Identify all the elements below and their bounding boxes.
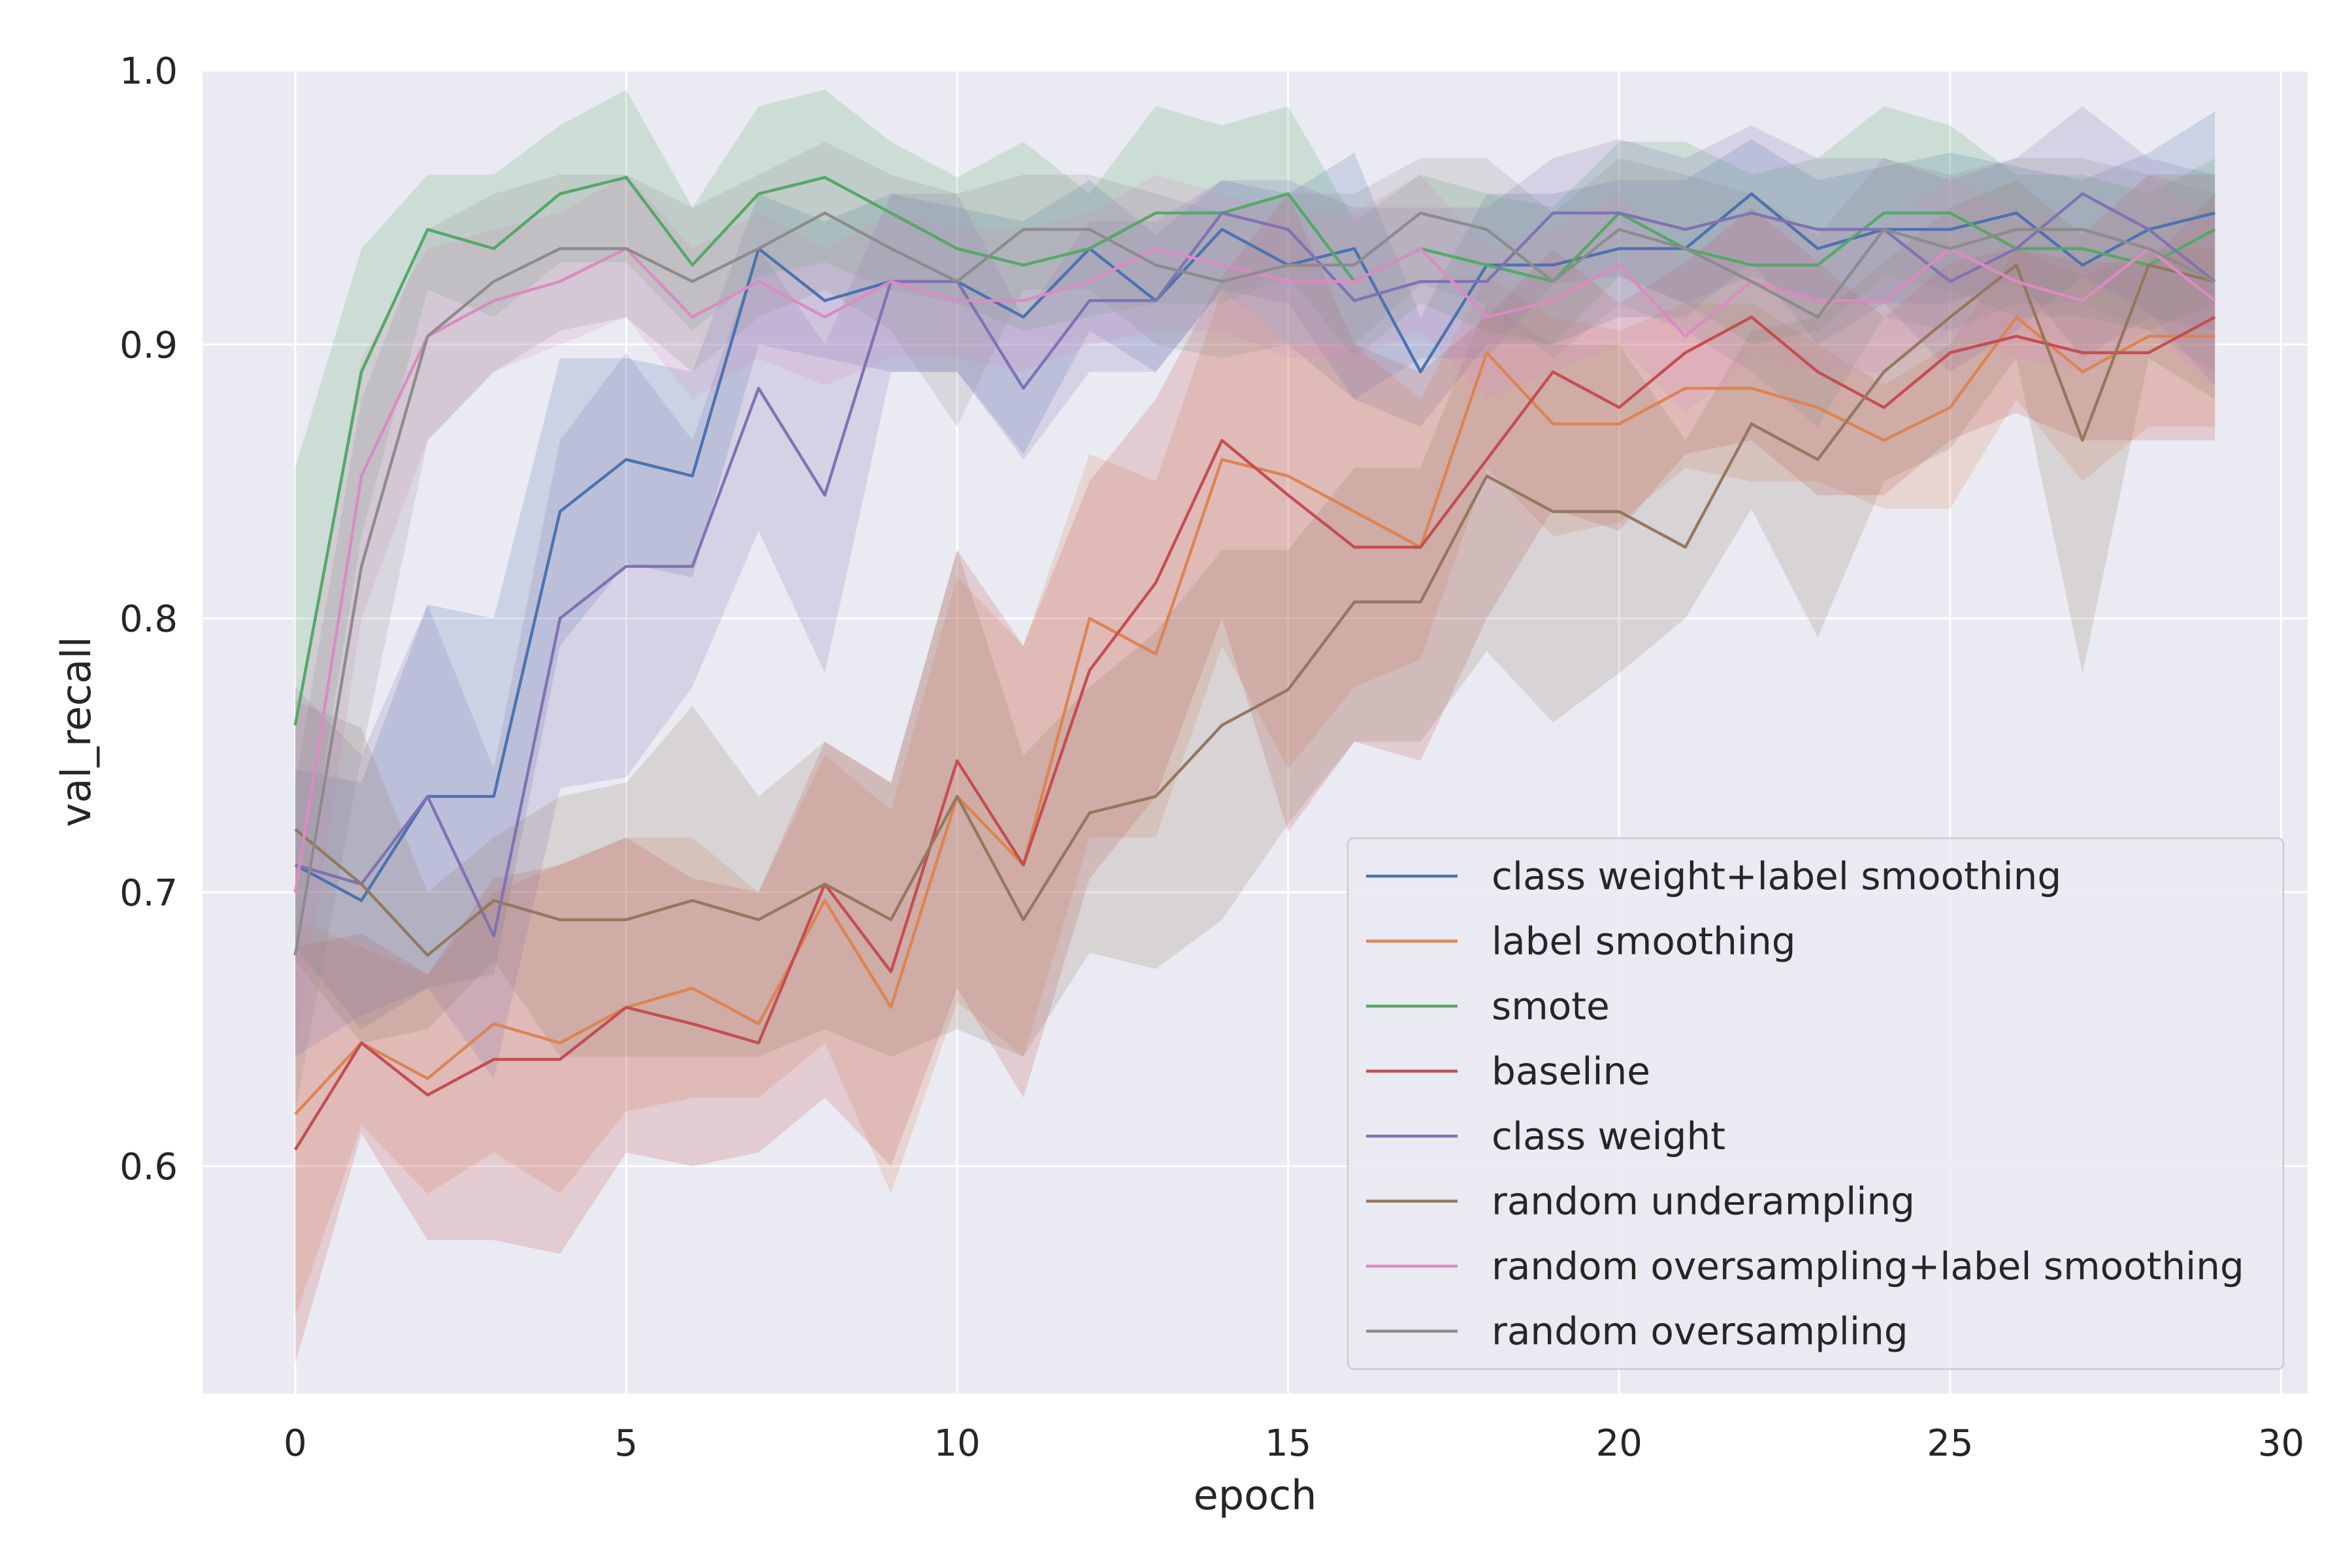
confidence-band bbox=[295, 248, 2215, 1317]
legend-entry: random oversampling bbox=[1492, 1309, 1908, 1354]
x-tick-label: 10 bbox=[934, 1422, 980, 1465]
series-lines bbox=[293, 176, 2216, 1151]
x-tick-label: 25 bbox=[1927, 1422, 1973, 1465]
y-tick-label: 0.8 bbox=[120, 598, 178, 641]
y-tick-label: 0.9 bbox=[120, 324, 178, 367]
x-axis-label: epoch bbox=[1194, 1471, 1317, 1519]
x-tick-label: 20 bbox=[1596, 1422, 1642, 1465]
y-tick-labels: 0.6 0.7 0.8 0.9 1.0 bbox=[120, 50, 178, 1188]
series-line bbox=[294, 192, 2215, 902]
confidence-bands bbox=[295, 90, 2215, 1364]
series-line bbox=[294, 263, 2215, 957]
confidence-band bbox=[295, 174, 2215, 1057]
legend-entry: class weight+label smoothing bbox=[1492, 854, 2061, 898]
x-tick-label: 15 bbox=[1265, 1422, 1311, 1465]
y-tick-label: 0.7 bbox=[120, 872, 178, 915]
confidence-band bbox=[295, 174, 2215, 1057]
confidence-band bbox=[295, 111, 2215, 1030]
series-line bbox=[293, 211, 2216, 956]
y-tick-label: 0.6 bbox=[120, 1146, 178, 1188]
x-tick-labels: 0 5 10 15 20 25 30 bbox=[284, 1422, 2304, 1465]
y-tick-label: 1.0 bbox=[120, 50, 178, 93]
legend-box bbox=[1347, 837, 2285, 1370]
legend-entry: class weight bbox=[1492, 1114, 1725, 1158]
x-tick-label: 30 bbox=[2258, 1422, 2304, 1465]
legend-entry: baseline bbox=[1492, 1049, 1650, 1094]
legend-entry: random oversampling+label smoothing bbox=[1492, 1244, 2244, 1288]
series-line bbox=[293, 176, 2216, 726]
x-tick-label: 5 bbox=[615, 1422, 638, 1465]
legend: class weight+label smoothing label smooth… bbox=[1347, 837, 2285, 1370]
confidence-band bbox=[295, 90, 2215, 947]
grid bbox=[203, 69, 2308, 1394]
confidence-band bbox=[295, 142, 2215, 1112]
legend-entry: label smoothing bbox=[1492, 919, 1796, 964]
confidence-band bbox=[295, 193, 2215, 1364]
x-tick-label: 0 bbox=[284, 1422, 307, 1465]
y-axis-label: val_recall bbox=[52, 636, 100, 827]
legend-entry: random underampling bbox=[1492, 1179, 1915, 1224]
legend-entry: smote bbox=[1492, 984, 1610, 1028]
confidence-band bbox=[295, 106, 2215, 1079]
series-line bbox=[293, 316, 2216, 1151]
series-line bbox=[295, 192, 2216, 938]
